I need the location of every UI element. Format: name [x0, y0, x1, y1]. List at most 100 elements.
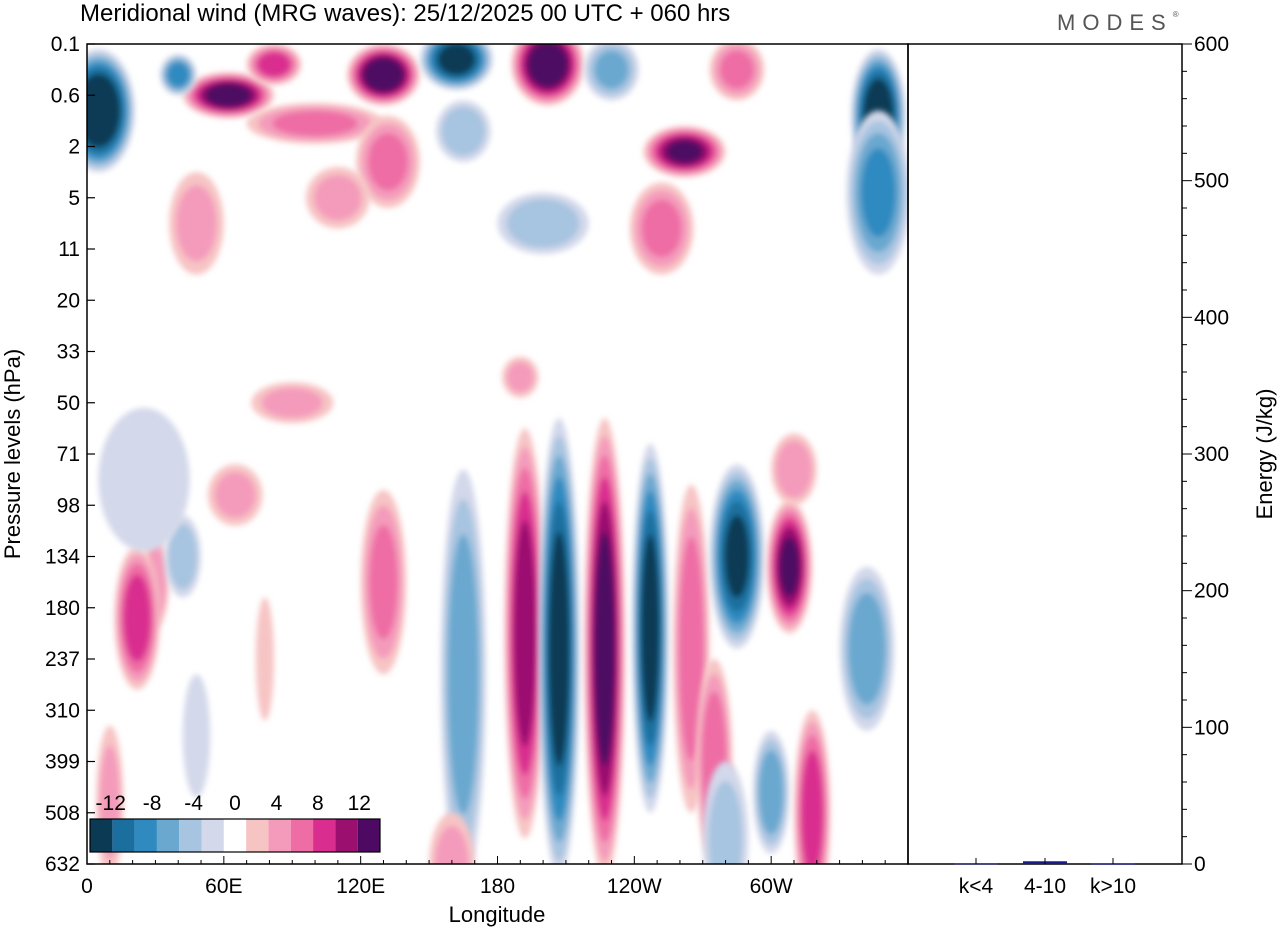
- contour-band: [363, 57, 404, 92]
- contour-band: [527, 44, 568, 88]
- wind-feature: [440, 469, 487, 864]
- colorbar-label: -12: [96, 792, 126, 815]
- contour-band: [775, 440, 813, 498]
- y-tick-label: 11: [58, 238, 80, 261]
- wind-feature: [752, 730, 790, 854]
- wind-feature: [584, 44, 639, 101]
- colorbar-frame: [89, 818, 381, 853]
- wind-feature: [709, 44, 765, 101]
- wind-feature: [632, 443, 669, 813]
- contour-band: [513, 520, 537, 747]
- contour-band: [801, 750, 824, 864]
- colorbar-swatch: [90, 819, 113, 852]
- x-tick-label: 120E: [336, 875, 385, 898]
- contour-band: [594, 531, 616, 767]
- wind-feature: [182, 674, 211, 798]
- contour-band: [98, 407, 190, 552]
- y-tick-label: 20: [57, 289, 80, 312]
- wind-feature: [246, 102, 384, 144]
- wind-feature: [643, 126, 726, 178]
- wind-feature: [511, 44, 585, 106]
- contour-band: [167, 62, 190, 88]
- wind-feature: [356, 115, 420, 208]
- wind-feature: [673, 484, 710, 813]
- contour-band: [257, 52, 291, 77]
- axes: 0.1 0.6 2 5 11 20 33 50 71 98 134 180 237 310 399 508 63…: [45, 33, 1229, 898]
- contour-band: [779, 536, 800, 597]
- energy-frame: [907, 43, 1183, 865]
- contour-band: [214, 472, 256, 518]
- wind-feature: [497, 192, 589, 255]
- wind-feature: [169, 172, 224, 275]
- wind-feature: [766, 500, 813, 634]
- contour-band: [168, 523, 198, 590]
- y-tick-label: 0.6: [51, 84, 80, 107]
- contour-band: [758, 750, 784, 835]
- wind-feature: [429, 812, 475, 864]
- colorbar-label: 4: [271, 792, 283, 815]
- colorbar-label: -8: [143, 792, 162, 815]
- axis-labels: Longitude Pressure levels (hPa) Energy (…: [0, 349, 1277, 927]
- contour-band: [314, 174, 362, 221]
- wind-feature: [305, 167, 370, 229]
- wind-feature: [360, 489, 407, 675]
- energy-tick-label: 200: [1194, 580, 1229, 603]
- colorbar-swatch: [268, 819, 291, 852]
- y-tick-label: 0.1: [51, 33, 80, 56]
- y-tick-label: 399: [45, 751, 80, 774]
- wind-feature: [846, 110, 908, 275]
- colorbar-swatch: [134, 819, 157, 852]
- contour-band: [447, 534, 479, 815]
- contour-band: [123, 574, 152, 662]
- wind-feature: [159, 54, 197, 96]
- contour-band: [708, 781, 743, 864]
- contour-band: [666, 140, 703, 164]
- logo-mark: ®: [1172, 10, 1179, 19]
- energy-category-label: k<4: [959, 875, 994, 898]
- contour-band: [506, 361, 534, 393]
- y-tick-label: 71: [57, 443, 80, 466]
- y-tick-label: 310: [45, 699, 80, 722]
- colorbar-swatch: [335, 819, 358, 852]
- colorbar-swatch: [179, 819, 202, 852]
- y-tick-label: 5: [68, 187, 80, 210]
- colorbar: -12 -8 -4 0 4 8 12: [89, 792, 381, 853]
- modes-logo: MODES®: [1057, 10, 1179, 36]
- energy-category-label: k>10: [1090, 875, 1136, 898]
- y-tick-label: 237: [45, 648, 80, 671]
- x-tick-label: 180: [480, 875, 515, 898]
- x-tick-label: 60E: [205, 875, 242, 898]
- energy-tick-label: 0: [1194, 853, 1206, 876]
- wind-feature: [419, 44, 493, 91]
- energy-bars: k<4 4-10 k>10: [954, 858, 1136, 898]
- x-tick-label: 60W: [750, 875, 793, 898]
- wind-feature: [502, 356, 539, 398]
- contour-band: [255, 597, 275, 721]
- energy-tick-label: 400: [1194, 306, 1229, 329]
- wind-feature: [538, 418, 580, 864]
- wind-feature: [255, 597, 275, 721]
- x-axis-title: Longitude: [449, 902, 546, 927]
- energy-bar: [1091, 863, 1135, 865]
- contour-band: [641, 534, 660, 723]
- contour-band: [594, 50, 629, 89]
- logo-text: MODES: [1057, 10, 1173, 35]
- contour-band: [719, 50, 754, 89]
- colorbar-swatch: [156, 819, 180, 852]
- wind-feature: [771, 433, 817, 506]
- wind-feature: [346, 44, 420, 106]
- energy-tick-label: 500: [1194, 170, 1229, 193]
- wind-feature: [207, 464, 263, 526]
- colorbar-label: -4: [184, 792, 203, 815]
- contour-band: [441, 106, 486, 156]
- contour-band: [848, 592, 886, 705]
- colorbar-swatch: [112, 819, 135, 852]
- colorbar-swatch: [201, 819, 224, 852]
- wind-feature: [793, 710, 831, 864]
- wind-feature: [629, 182, 694, 275]
- colorbar-swatch: [290, 819, 314, 852]
- wind-feature: [87, 49, 135, 173]
- contour-band: [205, 83, 252, 107]
- colorbar-swatch: [223, 819, 247, 852]
